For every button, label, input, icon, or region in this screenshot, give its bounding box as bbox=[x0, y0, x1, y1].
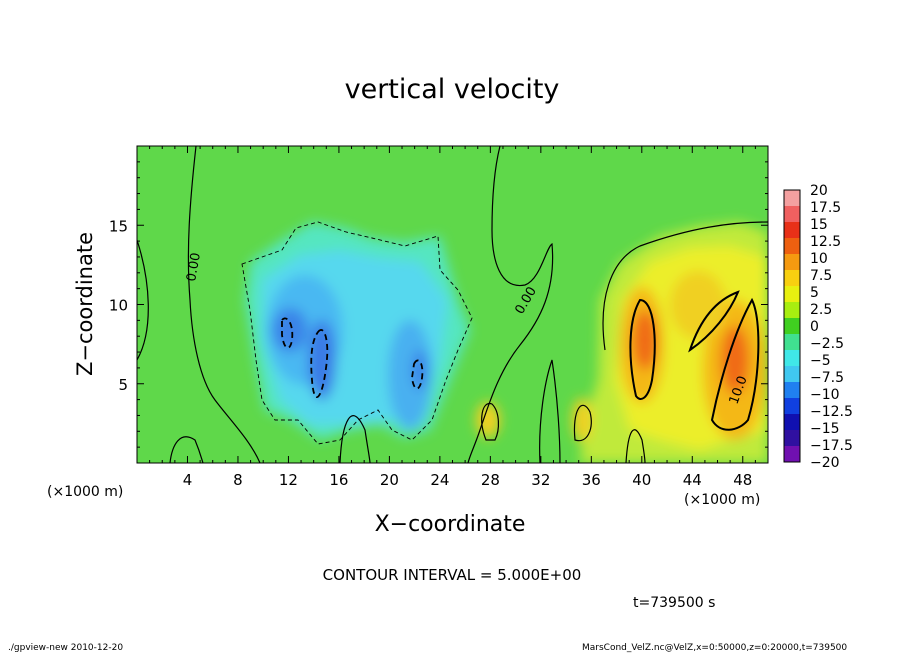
colorbar-level-label: 15 bbox=[810, 217, 828, 233]
colorbar-swatch bbox=[784, 382, 800, 399]
contour-interval-label: CONTOUR INTERVAL = 5.000E+00 bbox=[322, 566, 582, 584]
colorbar-swatch bbox=[784, 318, 800, 335]
time-label: t=739500 s bbox=[633, 595, 716, 611]
contour-label-1: 0.00 bbox=[184, 252, 204, 283]
x-tick-label: 48 bbox=[733, 471, 752, 489]
x-tick-label: 40 bbox=[632, 471, 651, 489]
colorbar-swatch bbox=[784, 350, 800, 367]
colorbar-swatch bbox=[784, 222, 800, 239]
colorbar-level-label: 10 bbox=[810, 251, 828, 267]
heatmap-field: 0.00 0.00 10.0 bbox=[137, 146, 768, 463]
colorbar-level-label: −7.5 bbox=[810, 370, 844, 386]
colorbar-level-label: −17.5 bbox=[810, 438, 853, 454]
colorbar-swatch bbox=[784, 446, 800, 463]
colorbar-level-label: 17.5 bbox=[810, 200, 841, 216]
colorbar-swatch bbox=[784, 238, 800, 255]
x-tick-label: 20 bbox=[380, 471, 399, 489]
colorbar-level-label: 2.5 bbox=[810, 302, 832, 318]
x-unit-right: (×1000 m) bbox=[684, 492, 761, 508]
colorbar-level-label: 0 bbox=[810, 319, 819, 335]
x-tick-label: 24 bbox=[430, 471, 449, 489]
x-tick-label: 32 bbox=[531, 471, 550, 489]
colorbar-frame bbox=[783, 189, 801, 463]
colorbar-level-label: −2.5 bbox=[810, 336, 844, 352]
colorbar-swatch bbox=[784, 366, 800, 383]
y-tick-label: 10 bbox=[109, 297, 128, 315]
colorbar: 2017.51512.5107.552.50−2.5−5−7.5−10−12.5… bbox=[783, 183, 853, 471]
colorbar-level-label: 7.5 bbox=[810, 268, 832, 284]
y-tick-label: 5 bbox=[118, 376, 128, 394]
x-tick-label: 44 bbox=[683, 471, 702, 489]
colorbar-level-label: −10 bbox=[810, 387, 840, 403]
x-tick-label: 4 bbox=[183, 471, 193, 489]
colorbar-swatch bbox=[784, 334, 800, 351]
x-tick-label: 12 bbox=[279, 471, 298, 489]
colorbar-swatch bbox=[784, 414, 800, 431]
colorbar-swatch bbox=[784, 398, 800, 415]
colorbar-swatch bbox=[784, 270, 800, 287]
x-unit-left: (×1000 m) bbox=[47, 484, 124, 500]
colorbar-swatch bbox=[784, 190, 800, 207]
colorbar-level-label: 5 bbox=[810, 285, 819, 301]
colorbar-swatch bbox=[784, 302, 800, 319]
colorbar-swatch bbox=[784, 430, 800, 447]
colorbar-level-label: −12.5 bbox=[810, 404, 853, 420]
footer-left: ./gpview-new 2010-12-20 bbox=[8, 643, 124, 653]
colorbar-level-label: −20 bbox=[810, 455, 840, 471]
colorbar-level-label: 12.5 bbox=[810, 234, 841, 250]
x-axis-label: X−coordinate bbox=[374, 512, 526, 537]
colorbar-swatch bbox=[784, 206, 800, 223]
colorbar-swatch bbox=[784, 286, 800, 303]
x-tick-label: 16 bbox=[329, 471, 348, 489]
y-tick-label: 15 bbox=[109, 217, 128, 235]
x-tick-label: 36 bbox=[582, 471, 601, 489]
x-tick-label: 28 bbox=[481, 471, 500, 489]
x-tick-label: 8 bbox=[233, 471, 243, 489]
colorbar-level-label: −15 bbox=[810, 421, 840, 437]
colorbar-swatch bbox=[784, 254, 800, 271]
footer-right: MarsCond_VelZ.nc@VelZ,x=0:50000,z=0:2000… bbox=[582, 643, 848, 653]
colorbar-level-label: −5 bbox=[810, 353, 831, 369]
colorbar-level-label: 20 bbox=[810, 183, 828, 199]
chart-title: vertical velocity bbox=[344, 74, 560, 105]
